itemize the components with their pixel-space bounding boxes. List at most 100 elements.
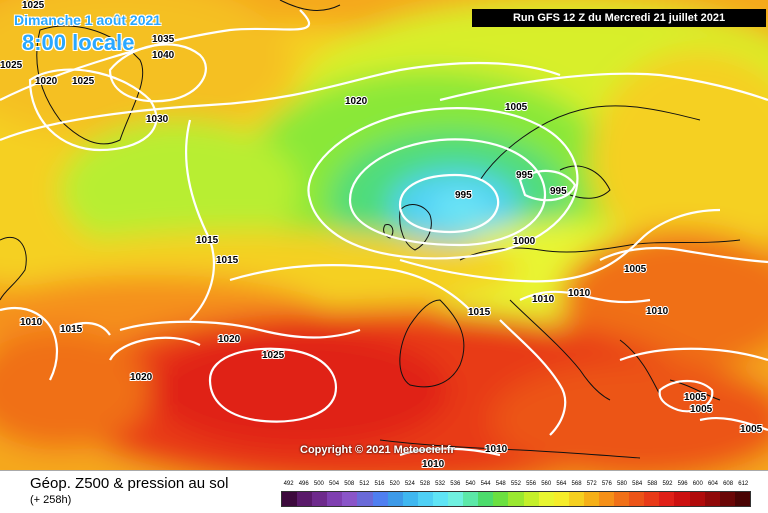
isobar-label: 995 bbox=[455, 190, 472, 201]
isobar-label: 1005 bbox=[740, 424, 763, 435]
scale-value: 552 bbox=[510, 481, 521, 487]
isobar-label: 1010 bbox=[20, 317, 43, 328]
scale-value: 572 bbox=[586, 481, 597, 487]
isobar-label: 1015 bbox=[216, 255, 239, 266]
isobar-label: 1025 bbox=[0, 60, 23, 71]
scale-value: 568 bbox=[571, 481, 582, 487]
scale-value: 576 bbox=[601, 481, 612, 487]
scale-swatch bbox=[312, 492, 328, 506]
scale-labels: 492 496 500 504 508 512 516 520 524 528 532 536 540 5… bbox=[281, 481, 751, 491]
isobar-label: 1020 bbox=[35, 76, 58, 87]
scale-swatch bbox=[659, 492, 675, 506]
scale-swatch bbox=[614, 492, 630, 506]
scale-value: 528 bbox=[419, 481, 430, 487]
scale-swatch bbox=[417, 492, 433, 506]
scale-value: 516 bbox=[374, 481, 385, 487]
isobar-label: 1010 bbox=[422, 459, 445, 470]
scale-swatch bbox=[508, 492, 524, 506]
scale-bar bbox=[281, 491, 751, 507]
isobar-label: 1000 bbox=[513, 236, 536, 247]
scale-swatch bbox=[297, 492, 313, 506]
scale-swatch bbox=[719, 492, 735, 506]
forecast-time: 8:00 locale bbox=[22, 30, 135, 55]
scale-value: 508 bbox=[344, 481, 355, 487]
isobar-label: 1030 bbox=[146, 114, 169, 125]
isobar-label: 1010 bbox=[568, 288, 591, 299]
scale-swatch bbox=[568, 492, 584, 506]
scale-value: 584 bbox=[632, 481, 643, 487]
isobar-label: 995 bbox=[516, 170, 533, 181]
scale-swatch bbox=[689, 492, 705, 506]
scale-value: 592 bbox=[662, 481, 673, 487]
isobar-label: 1035 bbox=[152, 34, 175, 45]
scale-value: 560 bbox=[541, 481, 552, 487]
scale-value: 596 bbox=[677, 481, 688, 487]
legend-panel: Géop. Z500 & pression au sol (+ 258h) 49… bbox=[0, 470, 768, 513]
scale-value: 580 bbox=[617, 481, 628, 487]
copyright: Copyright © 2021 Meteociel.fr bbox=[300, 444, 455, 456]
isobars bbox=[0, 9, 768, 457]
isobar-label: 1010 bbox=[646, 306, 669, 317]
scale-swatch bbox=[538, 492, 554, 506]
scale-value: 556 bbox=[526, 481, 537, 487]
scale-swatch bbox=[629, 492, 645, 506]
scale-swatch bbox=[448, 492, 464, 506]
scale-swatch bbox=[372, 492, 388, 506]
scale-swatch bbox=[553, 492, 569, 506]
scale-value: 612 bbox=[738, 481, 749, 487]
map-canvas: 1025 1035 1040 1025 1020 1025 1030 1020 … bbox=[0, 0, 768, 470]
isobar-label: 1005 bbox=[624, 264, 647, 275]
scale-swatch bbox=[734, 492, 750, 506]
legend-title: Géop. Z500 & pression au sol bbox=[30, 475, 229, 492]
scale-value: 512 bbox=[359, 481, 370, 487]
scale-value: 604 bbox=[707, 481, 718, 487]
scale-swatch bbox=[478, 492, 494, 506]
scale-value: 536 bbox=[450, 481, 461, 487]
scale-value: 540 bbox=[465, 481, 476, 487]
isobar-label: 1005 bbox=[690, 404, 713, 415]
scale-value: 520 bbox=[389, 481, 400, 487]
scale-swatch bbox=[674, 492, 690, 506]
legend-subtitle: (+ 258h) bbox=[30, 494, 72, 506]
scale-value: 544 bbox=[480, 481, 491, 487]
scale-value: 532 bbox=[435, 481, 446, 487]
scale-value: 600 bbox=[692, 481, 703, 487]
scale-swatch bbox=[282, 492, 298, 506]
scale-value: 564 bbox=[556, 481, 567, 487]
scale-value: 548 bbox=[495, 481, 506, 487]
isobar-label: 1005 bbox=[505, 102, 528, 113]
isobar-label: 1020 bbox=[130, 372, 153, 383]
scale-swatch bbox=[357, 492, 373, 506]
isobar-label: 995 bbox=[550, 186, 567, 197]
isobar-label: 1025 bbox=[22, 0, 45, 11]
isobar-label: 1040 bbox=[152, 50, 175, 61]
scale-swatch bbox=[432, 492, 449, 506]
scale-swatch bbox=[463, 492, 479, 506]
scale-swatch bbox=[493, 492, 509, 506]
scale-value: 588 bbox=[647, 481, 658, 487]
scale-swatch bbox=[387, 492, 403, 506]
isobar-label: 1015 bbox=[468, 307, 491, 318]
scale-swatch bbox=[598, 492, 615, 506]
scale-value: 524 bbox=[404, 481, 415, 487]
isobar-label: 1010 bbox=[532, 294, 555, 305]
weather-map: 1025 1035 1040 1025 1020 1025 1030 1020 … bbox=[0, 0, 768, 470]
scale-value: 504 bbox=[329, 481, 340, 487]
color-scale: 492 496 500 504 508 512 516 520 524 528 532 536 540 5… bbox=[281, 481, 751, 507]
scale-swatch bbox=[523, 492, 539, 506]
isobar-label: 1020 bbox=[218, 334, 241, 345]
scale-value: 492 bbox=[283, 481, 294, 487]
scale-swatch bbox=[402, 492, 418, 506]
scale-value: 500 bbox=[313, 481, 324, 487]
isobar-labels: 1025 1035 1040 1025 1020 1025 1030 1020 … bbox=[0, 0, 764, 470]
isobar-label: 1025 bbox=[262, 350, 285, 361]
scale-swatch bbox=[342, 492, 358, 506]
isobar-label: 1025 bbox=[72, 76, 95, 87]
isobar-label: 1005 bbox=[684, 392, 707, 403]
scale-swatch bbox=[644, 492, 660, 506]
scale-value: 608 bbox=[723, 481, 734, 487]
isobar-label: 1010 bbox=[485, 444, 508, 455]
forecast-date: Dimanche 1 août 2021 bbox=[14, 12, 162, 28]
isobar-label: 1020 bbox=[345, 96, 368, 107]
